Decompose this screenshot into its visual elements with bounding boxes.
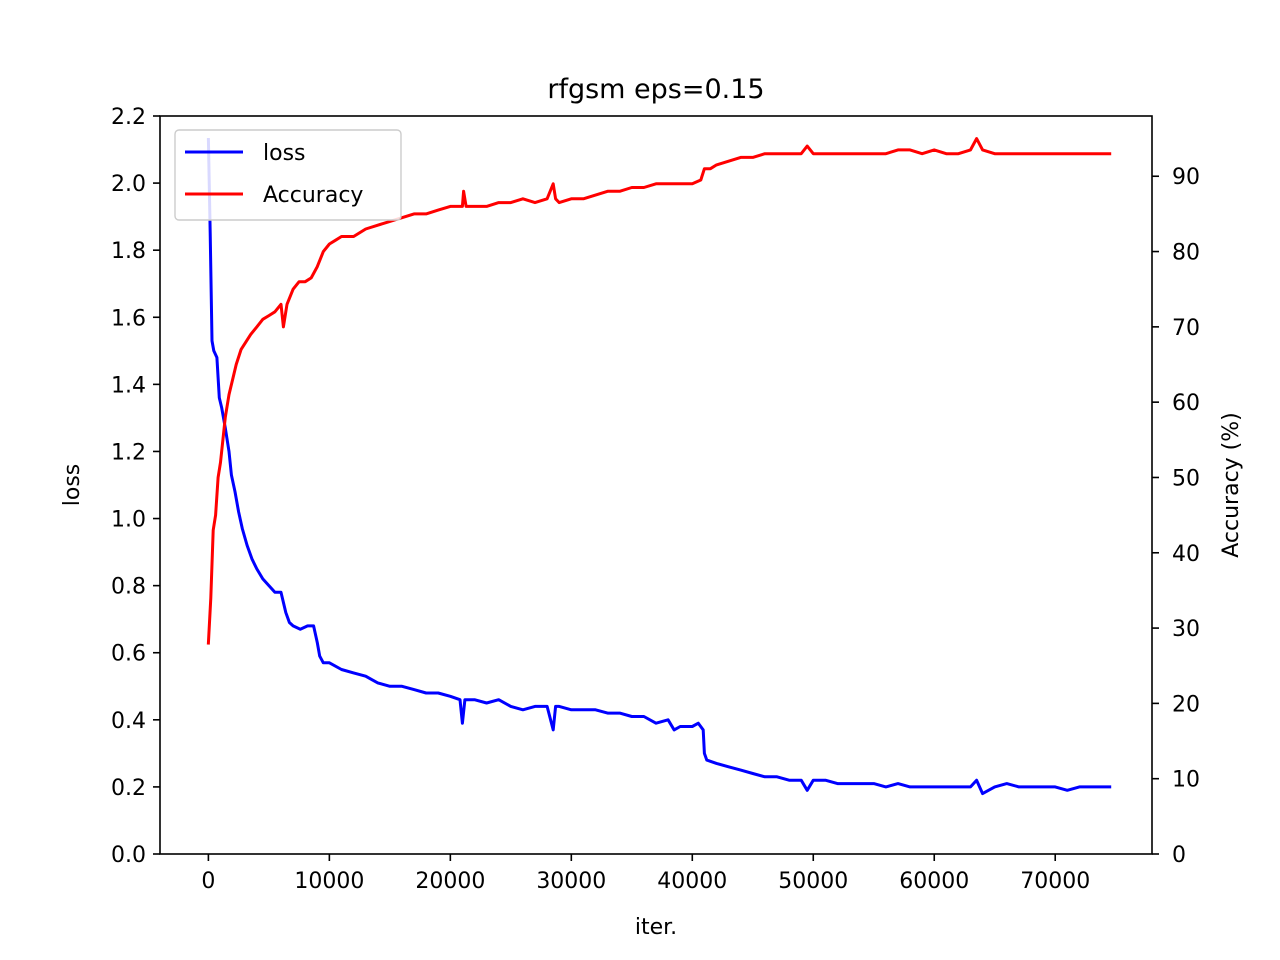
series-line-accuracy [206,137,1112,645]
x-tick-label: 70000 [1020,869,1090,894]
y-left-tick-label: 1.4 [111,373,146,398]
x-tick-label: 40000 [657,869,727,894]
y-left-tick-label: 2.0 [111,172,146,197]
y-right-tick-label: 70 [1172,316,1200,341]
y-left-tick-label: 1.0 [111,508,146,533]
y-right-tick-label: 40 [1172,542,1200,567]
x-axis: 0 10000 20000 30000 40000 50000 60000 70000 [201,854,1090,894]
legend-label-accuracy: Accuracy [263,183,363,208]
y-left-tick-label: 0.8 [111,575,146,600]
y-left-tick-label: 1.8 [111,239,146,264]
x-tick-label: 0 [201,869,215,894]
legend: loss Accuracy [174,129,402,221]
y-axis-left: 0.0 0.2 0.4 0.6 0.8 1.0 1.2 1.4 1.6 1.8 2.0 2.2 [111,105,160,868]
x-tick-label: 30000 [536,869,606,894]
series-layer [206,137,1112,796]
y-left-tick-label: 1.6 [111,306,146,331]
x-tick-label: 10000 [294,869,364,894]
y-left-tick-label: 1.2 [111,440,146,465]
plot-area [159,115,1153,855]
y-right-tick-label: 60 [1172,391,1200,416]
y-left-tick-label: 0.4 [111,709,146,734]
x-tick-label: 60000 [899,869,969,894]
y-right-tick-label: 30 [1172,617,1200,642]
y-left-tick-label: 0.6 [111,642,146,667]
x-axis-label: iter. [635,915,677,940]
x-tick-label: 20000 [415,869,485,894]
x-tick-label: 50000 [778,869,848,894]
plot-frame [159,115,1153,855]
y-right-tick-label: 20 [1172,692,1200,717]
y-right-tick-label: 50 [1172,466,1200,491]
y-axis-right: 0 10 20 30 40 50 60 70 80 90 [1152,165,1200,868]
y-axis-right-label: Accuracy (%) [1219,412,1244,558]
y-right-tick-label: 10 [1172,768,1200,793]
y-right-tick-label: 80 [1172,241,1200,266]
y-left-tick-label: 2.2 [111,105,146,130]
y-right-tick-label: 0 [1172,843,1186,868]
y-right-tick-label: 90 [1172,165,1200,190]
y-left-tick-label: 0.2 [111,776,146,801]
chart-title: rfgsm eps=0.15 [547,74,764,105]
series-line-loss [206,137,1112,796]
y-left-tick-label: 0.0 [111,843,146,868]
y-axis-left-label: loss [60,464,85,507]
legend-label-loss: loss [263,141,306,166]
